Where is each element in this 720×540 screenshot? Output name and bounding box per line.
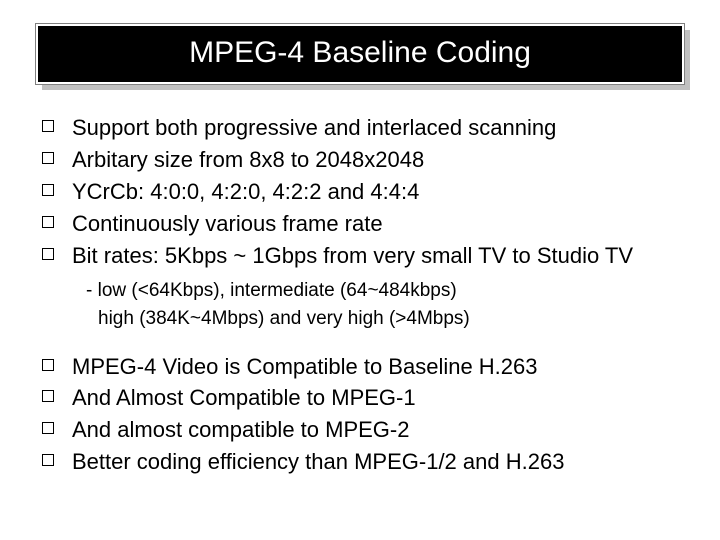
bullet-text: Bit rates: 5Kbps ~ 1Gbps from very small… bbox=[72, 243, 633, 268]
square-bullet-icon bbox=[42, 422, 54, 434]
bullet-text: Better coding efficiency than MPEG-1/2 a… bbox=[72, 449, 564, 474]
square-bullet-icon bbox=[42, 184, 54, 196]
square-bullet-icon bbox=[42, 216, 54, 228]
title-container: MPEG-4 Baseline Coding bbox=[36, 24, 684, 84]
bullet-text: Support both progressive and interlaced … bbox=[72, 115, 556, 140]
list-item: MPEG-4 Video is Compatible to Baseline H… bbox=[42, 351, 684, 383]
square-bullet-icon bbox=[42, 120, 54, 132]
bullet-text: Continuously various frame rate bbox=[72, 211, 383, 236]
sub-line-2: high (384K~4Mbps) and very high (>4Mbps) bbox=[86, 305, 684, 333]
bullet-text: Arbitary size from 8x8 to 2048x2048 bbox=[72, 147, 424, 172]
square-bullet-icon bbox=[42, 390, 54, 402]
bullet-text: MPEG-4 Video is Compatible to Baseline H… bbox=[72, 354, 538, 379]
slide-title: MPEG-4 Baseline Coding bbox=[189, 36, 531, 69]
list-item: Continuously various frame rate bbox=[42, 208, 684, 240]
square-bullet-icon bbox=[42, 454, 54, 466]
title-box: MPEG-4 Baseline Coding bbox=[36, 24, 684, 84]
list-item: Arbitary size from 8x8 to 2048x2048 bbox=[42, 144, 684, 176]
square-bullet-icon bbox=[42, 248, 54, 260]
list-item: Better coding efficiency than MPEG-1/2 a… bbox=[42, 446, 684, 478]
list-item: And almost compatible to MPEG-2 bbox=[42, 414, 684, 446]
square-bullet-icon bbox=[42, 152, 54, 164]
bullet-text: And almost compatible to MPEG-2 bbox=[72, 417, 409, 442]
list-item: Support both progressive and interlaced … bbox=[42, 112, 684, 144]
list-item: Bit rates: 5Kbps ~ 1Gbps from very small… bbox=[42, 240, 684, 272]
bullet-text: YCrCb: 4:0:0, 4:2:0, 4:2:2 and 4:4:4 bbox=[72, 179, 419, 204]
bullet-list-1: Support both progressive and interlaced … bbox=[42, 112, 684, 271]
sub-note: - low (<64Kbps), intermediate (64~484kbp… bbox=[86, 277, 684, 332]
slide: MPEG-4 Baseline Coding Support both prog… bbox=[0, 0, 720, 540]
list-item: And Almost Compatible to MPEG-1 bbox=[42, 382, 684, 414]
bullet-list-2: MPEG-4 Video is Compatible to Baseline H… bbox=[42, 351, 684, 479]
list-item: YCrCb: 4:0:0, 4:2:0, 4:2:2 and 4:4:4 bbox=[42, 176, 684, 208]
bullet-text: And Almost Compatible to MPEG-1 bbox=[72, 385, 416, 410]
square-bullet-icon bbox=[42, 359, 54, 371]
sub-line-1: - low (<64Kbps), intermediate (64~484kbp… bbox=[86, 277, 684, 305]
